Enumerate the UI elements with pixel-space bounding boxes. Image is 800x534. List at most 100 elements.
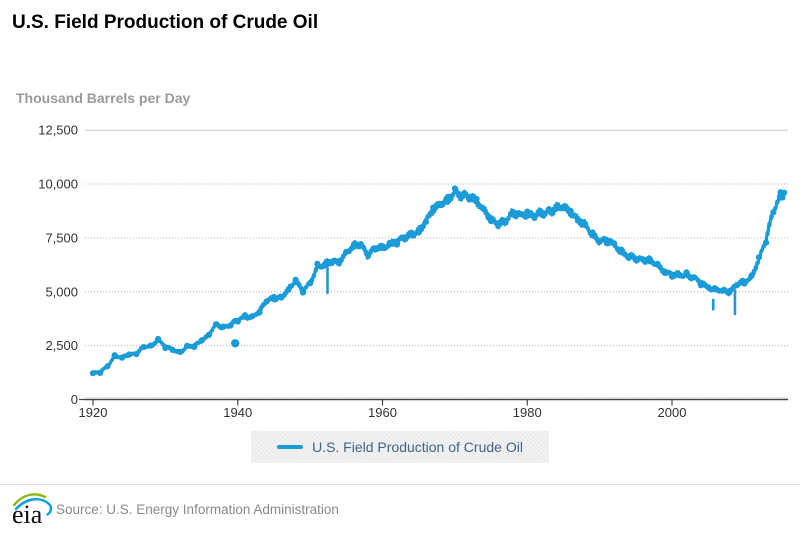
data-point — [191, 343, 198, 350]
data-point — [321, 262, 328, 269]
data-point — [502, 217, 509, 225]
data-point — [307, 280, 314, 287]
x-tick-label: 2000 — [658, 405, 687, 420]
data-point — [393, 241, 401, 248]
data-point — [451, 185, 458, 192]
data-point — [364, 251, 372, 258]
data-point — [705, 284, 712, 291]
data-point — [133, 350, 140, 358]
data-point — [618, 246, 625, 253]
data-point — [712, 285, 719, 292]
data-point — [227, 322, 234, 329]
data-point — [488, 218, 495, 225]
data-point — [668, 273, 676, 280]
outlier-point — [231, 339, 240, 348]
page-title: U.S. Field Production of Crude Oil — [12, 12, 319, 33]
data-point — [205, 331, 212, 338]
data-point — [118, 354, 126, 361]
legend[interactable]: U.S. Field Production of Crude Oil — [251, 431, 549, 463]
data-point — [734, 281, 741, 289]
data-point — [422, 218, 429, 225]
legend-label: U.S. Field Production of Crude Oil — [312, 439, 523, 455]
data-point — [741, 280, 748, 287]
source-text: Source: U.S. Energy Information Administ… — [56, 502, 339, 517]
data-point — [263, 298, 270, 305]
data-point — [140, 344, 147, 351]
footer-divider — [0, 484, 800, 485]
data-point — [574, 217, 582, 224]
units-label: Thousand Barrels per Day — [16, 90, 191, 106]
data-point — [155, 335, 162, 343]
data-point — [755, 254, 763, 261]
data-point — [639, 256, 647, 263]
x-tick-label: 1920 — [79, 405, 108, 420]
data-point — [415, 229, 422, 236]
data-point — [538, 211, 545, 218]
data-point — [589, 229, 596, 236]
data-point — [683, 269, 690, 276]
data-point — [596, 238, 603, 245]
x-tick-label: 1980 — [513, 405, 542, 420]
data-point — [292, 276, 299, 283]
data-point — [336, 258, 343, 265]
data-point — [516, 210, 524, 217]
crude-oil-production-chart: 1920 1940 1960 1980 2000 0 2,500 5,000 7,500 10,0… — [38, 123, 788, 420]
data-point — [104, 363, 111, 370]
data-point — [654, 260, 661, 267]
data-point — [459, 193, 466, 200]
data-point — [748, 272, 755, 279]
data-point — [437, 201, 444, 209]
eia-logo-blue-arc — [14, 498, 53, 516]
data-point — [234, 318, 241, 325]
data-point — [567, 207, 574, 215]
data-point — [473, 195, 480, 203]
data-point — [770, 209, 777, 216]
legend-line-swatch — [277, 445, 304, 449]
data-point — [328, 260, 335, 267]
data-point — [314, 260, 321, 267]
x-tick-label: 1960 — [368, 405, 397, 420]
data-point — [126, 351, 133, 358]
data-point — [386, 239, 393, 246]
y-tick-label: 0 — [71, 392, 78, 407]
data-point — [169, 346, 176, 353]
y-tick-label: 7,500 — [45, 230, 78, 245]
data-point — [162, 345, 169, 352]
data-point — [343, 248, 350, 255]
data-point — [719, 287, 726, 294]
data-point — [270, 293, 277, 301]
data-point — [184, 342, 191, 349]
eia-logo[interactable]: eia — [8, 489, 54, 529]
y-tick-label: 10,000 — [38, 177, 78, 192]
data-point — [401, 234, 408, 241]
data-point — [444, 198, 451, 205]
data-point — [480, 205, 487, 213]
data-point — [278, 294, 285, 301]
data-point — [625, 254, 632, 261]
data-point — [509, 211, 516, 218]
data-point — [212, 321, 220, 328]
data-point — [111, 352, 118, 359]
data-point — [697, 282, 705, 289]
data-point — [495, 220, 502, 227]
data-point — [545, 206, 553, 213]
data-point — [466, 196, 473, 203]
data-point — [553, 205, 560, 212]
data-point — [285, 286, 292, 293]
data-point — [357, 241, 364, 248]
data-point — [249, 313, 256, 320]
data-point — [726, 287, 734, 294]
eia-logo-text: eia — [12, 500, 43, 529]
data-point — [198, 337, 205, 344]
y-tick-label: 12,500 — [38, 123, 78, 138]
data-point — [220, 323, 227, 330]
data-point — [147, 342, 154, 349]
data-point — [408, 229, 415, 236]
data-point — [611, 240, 618, 247]
eia-logo-green-arc — [12, 493, 47, 507]
data-point — [299, 289, 306, 296]
data-point — [176, 348, 183, 355]
y-tick-label: 5,000 — [45, 284, 78, 299]
data-point — [647, 258, 654, 265]
